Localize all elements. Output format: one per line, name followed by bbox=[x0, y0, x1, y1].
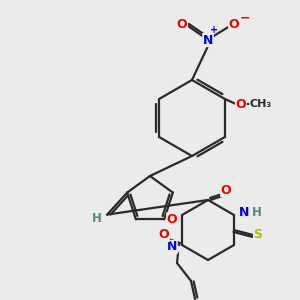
Text: N: N bbox=[167, 241, 177, 254]
Text: O: O bbox=[177, 17, 187, 31]
Text: H: H bbox=[92, 212, 102, 225]
Text: N: N bbox=[239, 206, 249, 220]
Text: O: O bbox=[229, 17, 239, 31]
Text: O: O bbox=[167, 213, 177, 226]
Text: O: O bbox=[221, 184, 231, 196]
Text: CH₃: CH₃ bbox=[250, 99, 272, 109]
Text: N: N bbox=[203, 34, 213, 46]
Text: +: + bbox=[210, 25, 218, 35]
Text: O: O bbox=[236, 98, 246, 110]
Text: H: H bbox=[252, 206, 262, 220]
Text: −: − bbox=[240, 11, 250, 25]
Text: S: S bbox=[254, 229, 262, 242]
Text: O: O bbox=[159, 229, 169, 242]
